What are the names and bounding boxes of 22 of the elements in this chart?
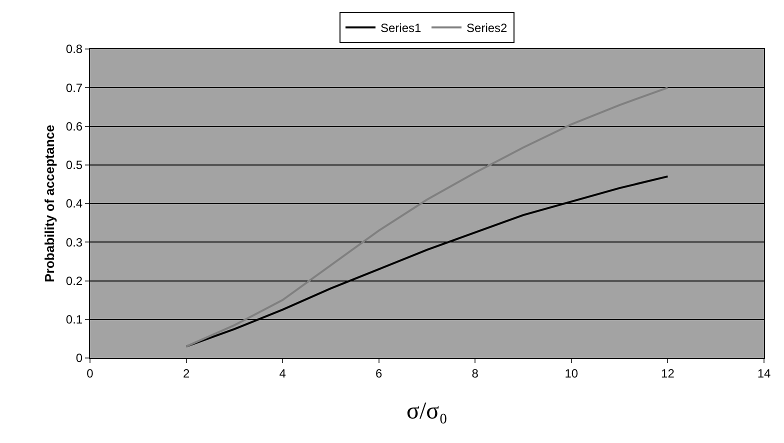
y-tick-label: 0.7 (66, 80, 83, 95)
x-tick-label: 4 (279, 366, 286, 380)
legend-label: Series2 (466, 21, 508, 35)
legend-label: Series1 (380, 21, 422, 35)
x-tick-label: 8 (472, 366, 479, 380)
x-tick-label: 6 (376, 366, 383, 380)
x-tick-label: 14 (757, 366, 771, 380)
y-tick-label: 0.2 (66, 274, 83, 288)
x-tick-label: 2 (182, 366, 190, 380)
x-tick-label: 0 (86, 366, 94, 380)
y-axis-title: Probability of acceptance (42, 124, 57, 282)
x-tick-label: 12 (661, 366, 675, 380)
y-tick-label: 0.8 (66, 42, 83, 56)
y-tick-label: 0.4 (66, 196, 83, 211)
x-tick-label: 10 (564, 366, 578, 380)
x-axis-title: σ/σ₀ (406, 398, 448, 425)
y-tick-label: 0.6 (66, 119, 83, 134)
y-tick-label: 0 (76, 351, 83, 366)
y-tick-label: 0.3 (66, 235, 83, 250)
y-tick-label: 0.1 (66, 312, 83, 327)
y-tick-label: 0.5 (66, 158, 83, 172)
line-series (185, 86, 669, 348)
